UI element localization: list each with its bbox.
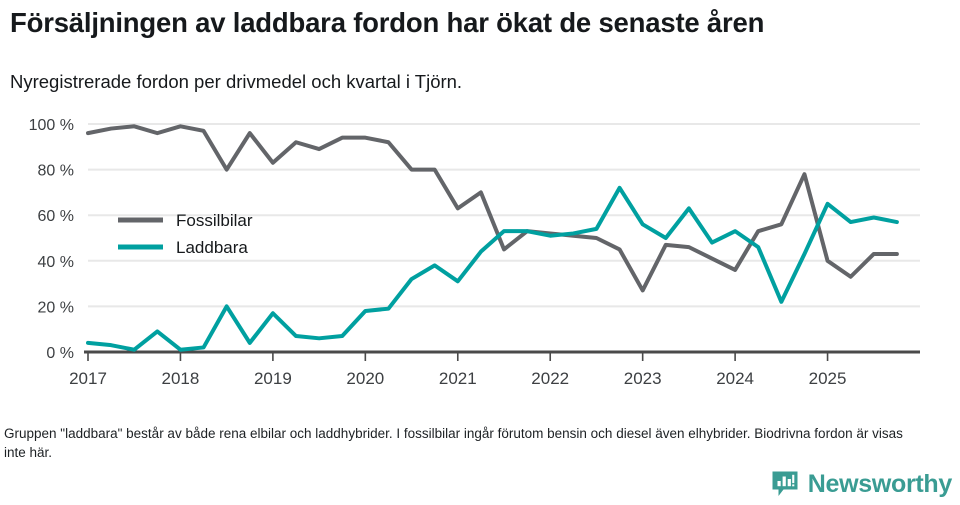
y-axis-tick-label: 20 % xyxy=(38,299,74,316)
y-axis-labels: 0 % 20 % 40 % 60 % 80 % 100 % xyxy=(29,117,74,362)
x-axis-tick-label: 2022 xyxy=(531,369,569,388)
x-axis-tick-label: 2018 xyxy=(162,369,200,388)
brand-name: Newsworthy xyxy=(807,470,953,498)
x-axis-tick-label: 2024 xyxy=(716,369,754,388)
x-axis-tick-label: 2019 xyxy=(254,369,292,388)
legend-label: Laddbara xyxy=(176,238,248,257)
x-axis-tick-label: 2020 xyxy=(346,369,384,388)
x-axis-tick-label: 2021 xyxy=(439,369,477,388)
y-axis-tick-label: 0 % xyxy=(46,345,74,362)
chart-canvas: 0 % 20 % 40 % 60 % 80 % 100 % 2017 2018 2019 202… xyxy=(29,117,920,388)
bar-chart-speech-bubble-icon xyxy=(772,471,798,496)
chart-footnote: Gruppen "laddbara" består av både rena e… xyxy=(4,426,903,460)
newsworthy-logo: Newsworthy xyxy=(770,468,952,500)
y-axis-tick-label: 40 % xyxy=(38,254,74,271)
y-axis-tick-label: 100 % xyxy=(29,117,74,134)
page-title: Försäljningen av laddbara fordon har öka… xyxy=(10,7,765,38)
x-axis-tick-label: 2025 xyxy=(809,369,847,388)
y-axis-tick-label: 60 % xyxy=(38,208,74,225)
y-axis-tick-label: 80 % xyxy=(38,163,74,180)
x-axis-labels: 2017 2018 2019 2020 2021 2022 2023 2024 2025 xyxy=(69,352,846,388)
data-series xyxy=(86,124,899,352)
x-axis-tick-label: 2023 xyxy=(624,369,662,388)
series-line-laddbara xyxy=(86,185,899,352)
series-line-fossilbilar xyxy=(86,124,899,293)
legend-label: Fossilbilar xyxy=(176,211,253,230)
line-chart: 0 % 20 % 40 % 60 % 80 % 100 % 2017 2018 2019 202… xyxy=(0,108,960,393)
page-subtitle: Nyregistrerade fordon per drivmedel och … xyxy=(10,71,463,92)
x-axis-tick-label: 2017 xyxy=(69,369,107,388)
chart-legend: Fossilbilar Laddbara xyxy=(118,211,253,257)
